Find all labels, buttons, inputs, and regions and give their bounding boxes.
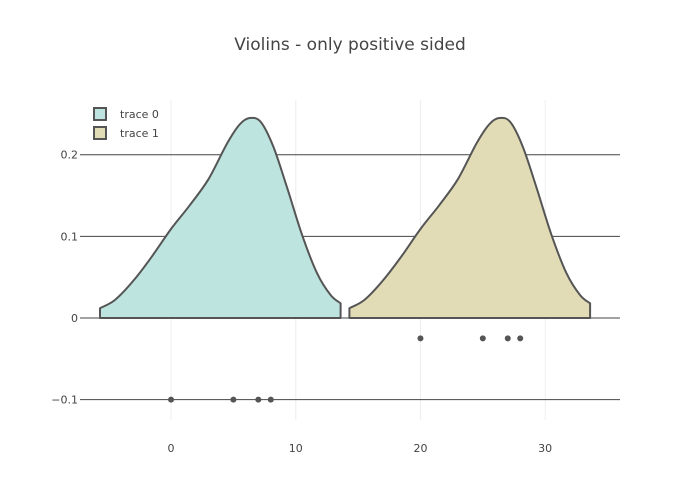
data-point[interactable] <box>230 396 237 403</box>
legend-swatch <box>93 126 107 140</box>
x-tick-label: 20 <box>413 442 427 455</box>
x-tick-label: 30 <box>538 442 552 455</box>
violin-trace-1[interactable] <box>348 116 592 319</box>
data-point[interactable] <box>168 396 175 403</box>
y-tick-label: 0 <box>71 312 78 325</box>
y-axis-ticks: 0.2 0.1 0 −0.1 <box>51 149 78 407</box>
data-points <box>168 335 524 403</box>
data-point[interactable] <box>479 335 486 342</box>
data-point[interactable] <box>267 396 274 403</box>
chart-title: Violins - only positive sided <box>234 35 465 55</box>
y-tick-label: 0.1 <box>61 230 79 243</box>
y-tick-label: 0.2 <box>61 149 79 162</box>
legend[interactable]: trace 0 trace 1 <box>93 107 159 140</box>
legend-item[interactable]: trace 0 <box>93 107 159 121</box>
data-point[interactable] <box>255 396 262 403</box>
x-axis-ticks: 0 10 20 30 <box>168 442 553 455</box>
legend-label: trace 1 <box>120 127 159 140</box>
x-tick-label: 10 <box>289 442 303 455</box>
legend-label: trace 0 <box>120 108 159 121</box>
data-point[interactable] <box>417 335 424 342</box>
data-point[interactable] <box>517 335 524 342</box>
data-point[interactable] <box>504 335 511 342</box>
violins <box>99 116 592 319</box>
x-tick-label: 0 <box>168 442 175 455</box>
y-tick-label: −0.1 <box>51 394 78 407</box>
legend-item[interactable]: trace 1 <box>93 126 159 140</box>
violin-trace-0[interactable] <box>99 116 342 319</box>
legend-swatch <box>93 107 107 121</box>
